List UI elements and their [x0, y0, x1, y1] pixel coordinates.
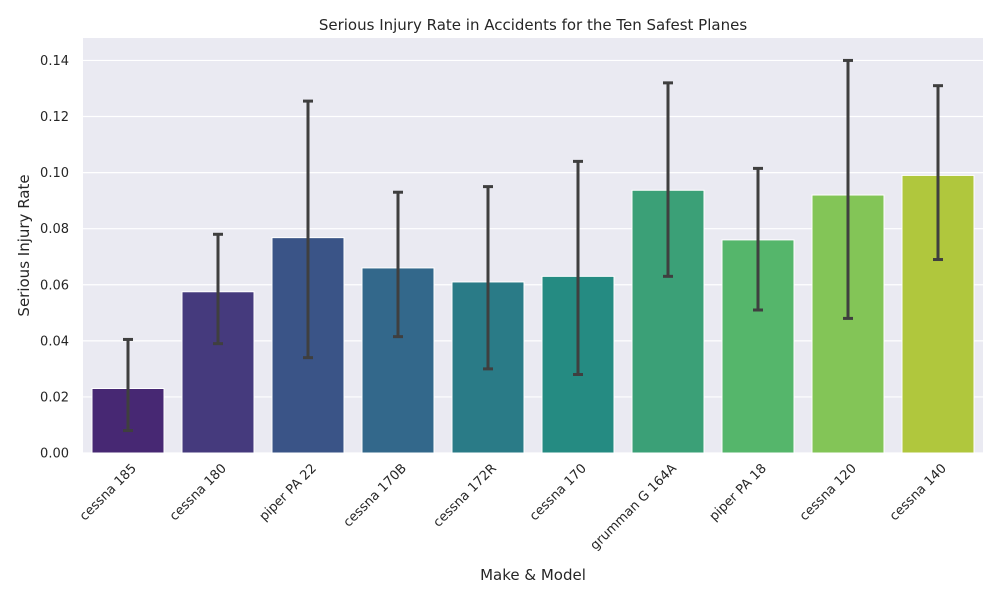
error-bar — [213, 232, 223, 346]
x-tick-label: cessna 170 — [527, 461, 590, 524]
chart-title: Serious Injury Rate in Accidents for the… — [319, 16, 747, 34]
x-tick-label: piper PA 22 — [257, 461, 320, 524]
y-tick-label: 0.14 — [40, 54, 69, 69]
error-bar — [303, 99, 313, 360]
error-bar — [483, 185, 493, 371]
y-axis-label: Serious Injury Rate — [15, 174, 33, 316]
y-tick-label: 0.10 — [40, 166, 69, 181]
error-bar — [753, 166, 763, 312]
error-bar — [123, 337, 133, 433]
x-tick-label: cessna 140 — [887, 461, 950, 524]
x-tick-label: grumman G 164A — [588, 461, 680, 553]
y-tick-label: 0.12 — [40, 110, 69, 125]
x-tick-labels: cessna 185 cessna 180 piper PA 22 cessna 17… — [77, 461, 950, 553]
x-tick-label: piper PA 18 — [707, 461, 770, 524]
y-tick-label: 0.06 — [40, 278, 69, 293]
error-bars — [123, 58, 943, 433]
error-bar — [933, 84, 943, 262]
x-tick-label: cessna 172R — [431, 461, 500, 530]
error-bar — [663, 81, 673, 278]
y-tick-label: 0.08 — [40, 222, 69, 237]
x-tick-label: cessna 170B — [341, 461, 410, 530]
x-tick-label: cessna 180 — [167, 461, 230, 524]
y-tick-label: 0.00 — [40, 447, 69, 462]
y-tick-label: 0.04 — [40, 334, 69, 349]
x-tick-label: cessna 185 — [77, 461, 140, 524]
y-tick-labels: 0.00 0.02 0.04 0.06 0.08 0.10 0.12 0.14 — [40, 54, 69, 462]
error-bar — [843, 58, 853, 320]
error-bar — [573, 159, 583, 376]
error-bar — [393, 190, 403, 339]
x-axis-label: Make & Model — [480, 566, 586, 584]
y-tick-label: 0.02 — [40, 390, 69, 405]
x-tick-label: cessna 120 — [797, 461, 860, 524]
